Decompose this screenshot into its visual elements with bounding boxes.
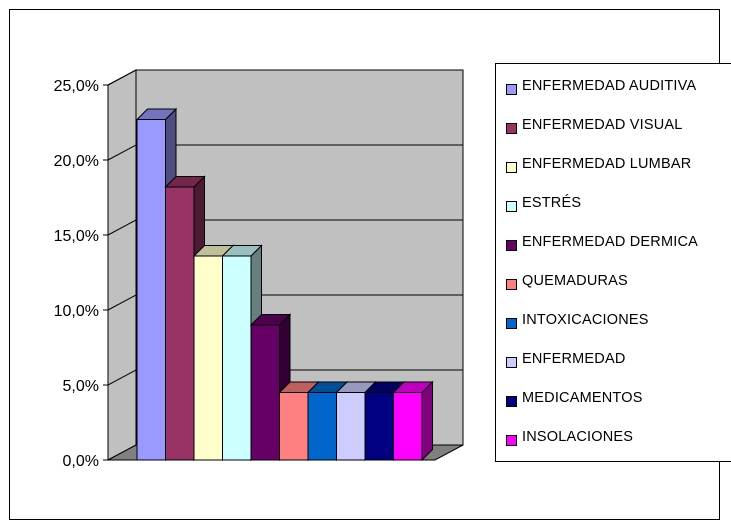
legend-swatch (506, 318, 517, 329)
bar-front (336, 392, 366, 461)
legend-label: MEDICAMENTOS (522, 390, 643, 406)
y-tick-label: 5,0% (63, 378, 99, 395)
legend-swatch (506, 435, 517, 446)
legend-entry: INTOXICACIONES (496, 312, 731, 348)
gridlines (107, 69, 463, 386)
bar-front (222, 255, 252, 461)
legend-swatch (506, 201, 517, 212)
y-axis-ticks: 0,0% 5,0% 10,0% 15,0% 20,0% 25,0% (54, 78, 109, 470)
bar-front (193, 255, 223, 461)
gridline (107, 219, 463, 236)
legend-label: ESTRÉS (522, 195, 582, 211)
bar-front (136, 119, 166, 461)
legend-entry: QUEMADURAS (496, 273, 731, 309)
bar-top (135, 108, 178, 120)
gridline (107, 369, 463, 386)
gridline (107, 144, 463, 161)
bar-top (392, 381, 434, 393)
legend-swatch (506, 240, 517, 251)
legend-label: ENFERMEDAD AUDITIVA (522, 78, 697, 94)
legend-entry: MEDICAMENTOS (496, 390, 731, 426)
bars (135, 107, 434, 462)
bar-top (221, 245, 263, 257)
legend-swatch (506, 396, 517, 407)
y-tick-label: 15,0% (54, 228, 99, 245)
legend-label: QUEMADURAS (522, 273, 628, 289)
legend-entry: ENFERMEDAD LUMBAR (496, 156, 731, 192)
legend-label: ENFERMEDAD (522, 351, 626, 367)
legend-swatch (506, 162, 517, 173)
bar-front (279, 392, 309, 461)
bar-side (421, 380, 433, 462)
bar-front (165, 186, 195, 461)
legend-swatch (506, 357, 517, 368)
legend-swatch (506, 279, 517, 290)
y-tick-label: 20,0% (54, 153, 99, 170)
legend-entry: ENFERMEDAD DERMICA (496, 234, 731, 270)
legend-entry: INSOLACIONES (496, 429, 731, 461)
legend-label: ENFERMEDAD DERMICA (522, 234, 698, 250)
legend-swatch (506, 84, 517, 95)
bar (392, 380, 434, 462)
legend-entry: ENFERMEDAD AUDITIVA (496, 78, 731, 114)
legend-label: ENFERMEDAD VISUAL (522, 117, 683, 133)
side-wall (107, 69, 137, 461)
legend-label: ENFERMEDAD LUMBAR (522, 156, 692, 172)
legend-entry: ENFERMEDAD (496, 351, 731, 387)
bar-front (393, 392, 423, 461)
legend-label: INSOLACIONES (522, 429, 634, 445)
legend-swatch (506, 123, 517, 134)
bar-top (164, 176, 206, 188)
bar-top (249, 314, 292, 326)
y-tick-label: 10,0% (54, 303, 99, 320)
bar-front (364, 392, 394, 461)
legend: ENFERMEDAD AUDITIVA ENFERMEDAD VISUAL ENFE… (495, 63, 731, 462)
legend-entry: ENFERMEDAD VISUAL (496, 117, 731, 153)
bar-front (307, 392, 337, 461)
y-tick-label: 0,0% (63, 453, 99, 470)
gridline (107, 294, 463, 311)
bar-front (250, 324, 280, 461)
legend-entry: ESTRÉS (496, 195, 731, 231)
legend-label: INTOXICACIONES (522, 312, 649, 328)
gridline (107, 69, 463, 86)
y-tick-label: 25,0% (54, 78, 99, 95)
